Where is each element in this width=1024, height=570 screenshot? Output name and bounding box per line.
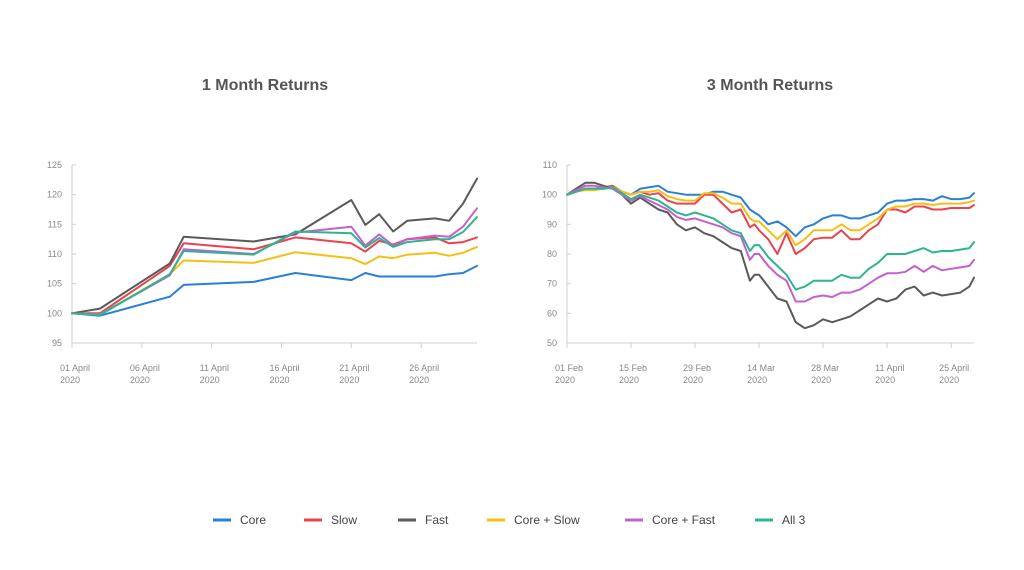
x-tick-label-line: 01 Feb xyxy=(555,363,583,373)
x-tick-label-line: 14 Mar xyxy=(747,363,775,373)
y-tick-label: 50 xyxy=(547,338,557,348)
x-tick-label: 16 April 2020 xyxy=(269,363,299,385)
y-tick-label: 125 xyxy=(47,160,62,170)
series-line-slow xyxy=(71,236,478,315)
legend-label: Fast xyxy=(425,513,449,527)
legend-label: Core + Fast xyxy=(652,513,716,527)
x-tick-label: 25 April 2020 xyxy=(939,363,969,385)
x-tick-label: 28 Mar 2020 xyxy=(811,363,839,385)
chart-title: 3 Month Returns xyxy=(707,77,833,94)
y-tick-label: 120 xyxy=(47,190,62,200)
x-tick-label: 11 April 2020 xyxy=(875,363,904,385)
legend-label: Core + Slow xyxy=(514,513,580,527)
series-line-all-3 xyxy=(566,186,975,291)
x-tick-label: 21 April 2020 xyxy=(339,363,369,385)
x-tick-label-line: 2020 xyxy=(409,375,429,385)
legend-item-slow: Slow xyxy=(304,513,357,527)
legend-item-fast: Fast xyxy=(398,513,449,527)
y-tick-label: 115 xyxy=(48,219,62,229)
x-tick-label-line: 2020 xyxy=(339,375,359,385)
x-tick-label: 14 Mar 2020 xyxy=(747,363,775,385)
x-tick-label-line: 11 April xyxy=(200,363,229,373)
y-tick-label: 100 xyxy=(542,190,557,200)
x-tick-label-line: 2020 xyxy=(747,375,767,385)
x-tick-label-line: 01 April xyxy=(60,363,90,373)
x-tick-label-line: 2020 xyxy=(130,375,150,385)
legend-item-all-3: All 3 xyxy=(755,513,806,527)
series-line-fast xyxy=(71,177,478,315)
x-tick-label: 06 April 2020 xyxy=(130,363,160,385)
legend-label: Slow xyxy=(331,513,357,527)
series-line-core-slow xyxy=(566,186,975,247)
y-tick-label: 70 xyxy=(547,279,557,289)
y-tick-label: 105 xyxy=(47,279,62,289)
x-tick-label: 15 Feb 2020 xyxy=(619,363,647,385)
x-tick-label-line: 26 April xyxy=(409,363,439,373)
x-tick-label: 11 April 2020 xyxy=(200,363,229,385)
chart-title: 1 Month Returns xyxy=(202,77,328,94)
series-line-fast xyxy=(566,181,975,330)
x-tick-label-line: 2020 xyxy=(939,375,959,385)
legend-item-core: Core xyxy=(213,513,266,527)
x-tick-label-line: 2020 xyxy=(269,375,289,385)
x-tick-label-line: 2020 xyxy=(60,375,80,385)
x-tick-label-line: 2020 xyxy=(683,375,703,385)
x-tick-label-line: 2020 xyxy=(555,375,575,385)
chart-3-month-returns: 3 Month Returns 50 60 70 80 90 100 110 01 Feb 20… xyxy=(542,77,975,385)
x-tick-label-line: 29 Feb xyxy=(683,363,711,373)
legend: Core Slow Fast Core + Slow Core + Fast All 3 xyxy=(213,513,806,527)
y-tick-label: 110 xyxy=(48,249,62,259)
series-line-all-3 xyxy=(71,216,478,317)
series-line-core xyxy=(71,264,478,317)
chart-1-month-returns: 1 Month Returns 95 100 105 110 115 120 125 01 A… xyxy=(47,77,478,385)
y-tick-label: 100 xyxy=(47,308,62,318)
x-tick-label-line: 2020 xyxy=(619,375,639,385)
legend-item-core-fast: Core + Fast xyxy=(625,513,716,527)
series-line-core-fast xyxy=(566,184,975,303)
y-tick-label: 110 xyxy=(543,160,557,170)
x-tick-label: 01 April 2020 xyxy=(60,363,90,385)
x-tick-label-line: 2020 xyxy=(811,375,831,385)
y-tick-label: 80 xyxy=(547,249,557,259)
x-tick-label: 01 Feb 2020 xyxy=(555,363,583,385)
x-tick-label-line: 16 April xyxy=(269,363,299,373)
x-tick-label-line: 28 Mar xyxy=(811,363,839,373)
legend-label: All 3 xyxy=(782,513,806,527)
x-tick-label-line: 2020 xyxy=(875,375,895,385)
x-tick-label: 26 April 2020 xyxy=(409,363,439,385)
x-tick-label-line: 21 April xyxy=(339,363,369,373)
series-line-core-fast xyxy=(71,207,478,316)
x-tick-label-line: 25 April xyxy=(939,363,969,373)
y-tick-label: 95 xyxy=(52,338,62,348)
x-tick-label-line: 15 Feb xyxy=(619,363,647,373)
legend-label: Core xyxy=(240,513,266,527)
x-tick-label: 29 Feb 2020 xyxy=(683,363,711,385)
legend-item-core-slow: Core + Slow xyxy=(487,513,580,527)
x-tick-label-line: 2020 xyxy=(200,375,220,385)
x-tick-label-line: 11 April xyxy=(875,363,904,373)
y-tick-label: 60 xyxy=(547,308,557,318)
y-tick-label: 90 xyxy=(547,219,557,229)
series-line-core xyxy=(566,184,975,238)
x-tick-label-line: 06 April xyxy=(130,363,160,373)
series-line-core-slow xyxy=(71,245,478,316)
